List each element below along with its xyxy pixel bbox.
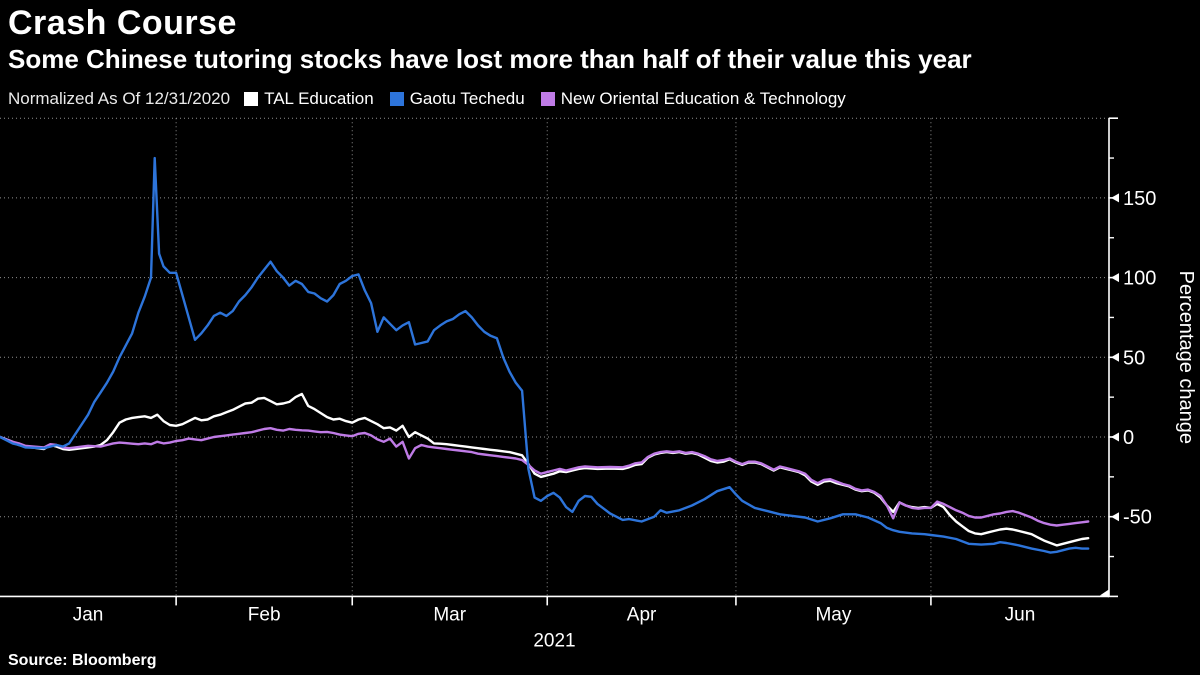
legend-label: TAL Education	[264, 89, 374, 108]
svg-text:0: 0	[1123, 427, 1134, 449]
legend-item-tal: TAL Education	[244, 89, 374, 109]
svg-text:100: 100	[1123, 268, 1156, 290]
legend-swatch-icon	[389, 92, 404, 106]
source-label: Source: Bloomberg	[8, 652, 157, 669]
legend-note: Normalized As Of 12/31/2020	[8, 89, 231, 108]
legend-label: Gaotu Techedu	[409, 89, 525, 108]
svg-text:Jun: Jun	[1005, 604, 1036, 625]
svg-text:150: 150	[1123, 188, 1156, 210]
svg-text:2021: 2021	[533, 630, 575, 651]
legend-swatch-icon	[540, 92, 555, 106]
svg-text:Mar: Mar	[433, 604, 466, 625]
svg-text:May: May	[815, 604, 851, 625]
svg-text:50: 50	[1123, 347, 1145, 369]
legend-label: New Oriental Education & Technology	[560, 89, 846, 108]
svg-text:-50: -50	[1123, 507, 1152, 529]
chart-title: Crash Course	[8, 4, 237, 42]
svg-text:Feb: Feb	[248, 604, 281, 625]
legend-item-gaotu: Gaotu Techedu	[389, 89, 525, 109]
svg-text:Apr: Apr	[627, 604, 657, 625]
chart-subtitle: Some Chinese tutoring stocks have lost m…	[8, 44, 972, 74]
legend-item-new-oriental: New Oriental Education & Technology	[540, 89, 846, 109]
legend-swatch-icon	[244, 92, 259, 106]
svg-text:Jan: Jan	[73, 604, 104, 625]
legend: Normalized As Of 12/31/2020 TAL Educatio…	[8, 89, 862, 109]
svg-text:Percentage change: Percentage change	[1175, 271, 1197, 444]
